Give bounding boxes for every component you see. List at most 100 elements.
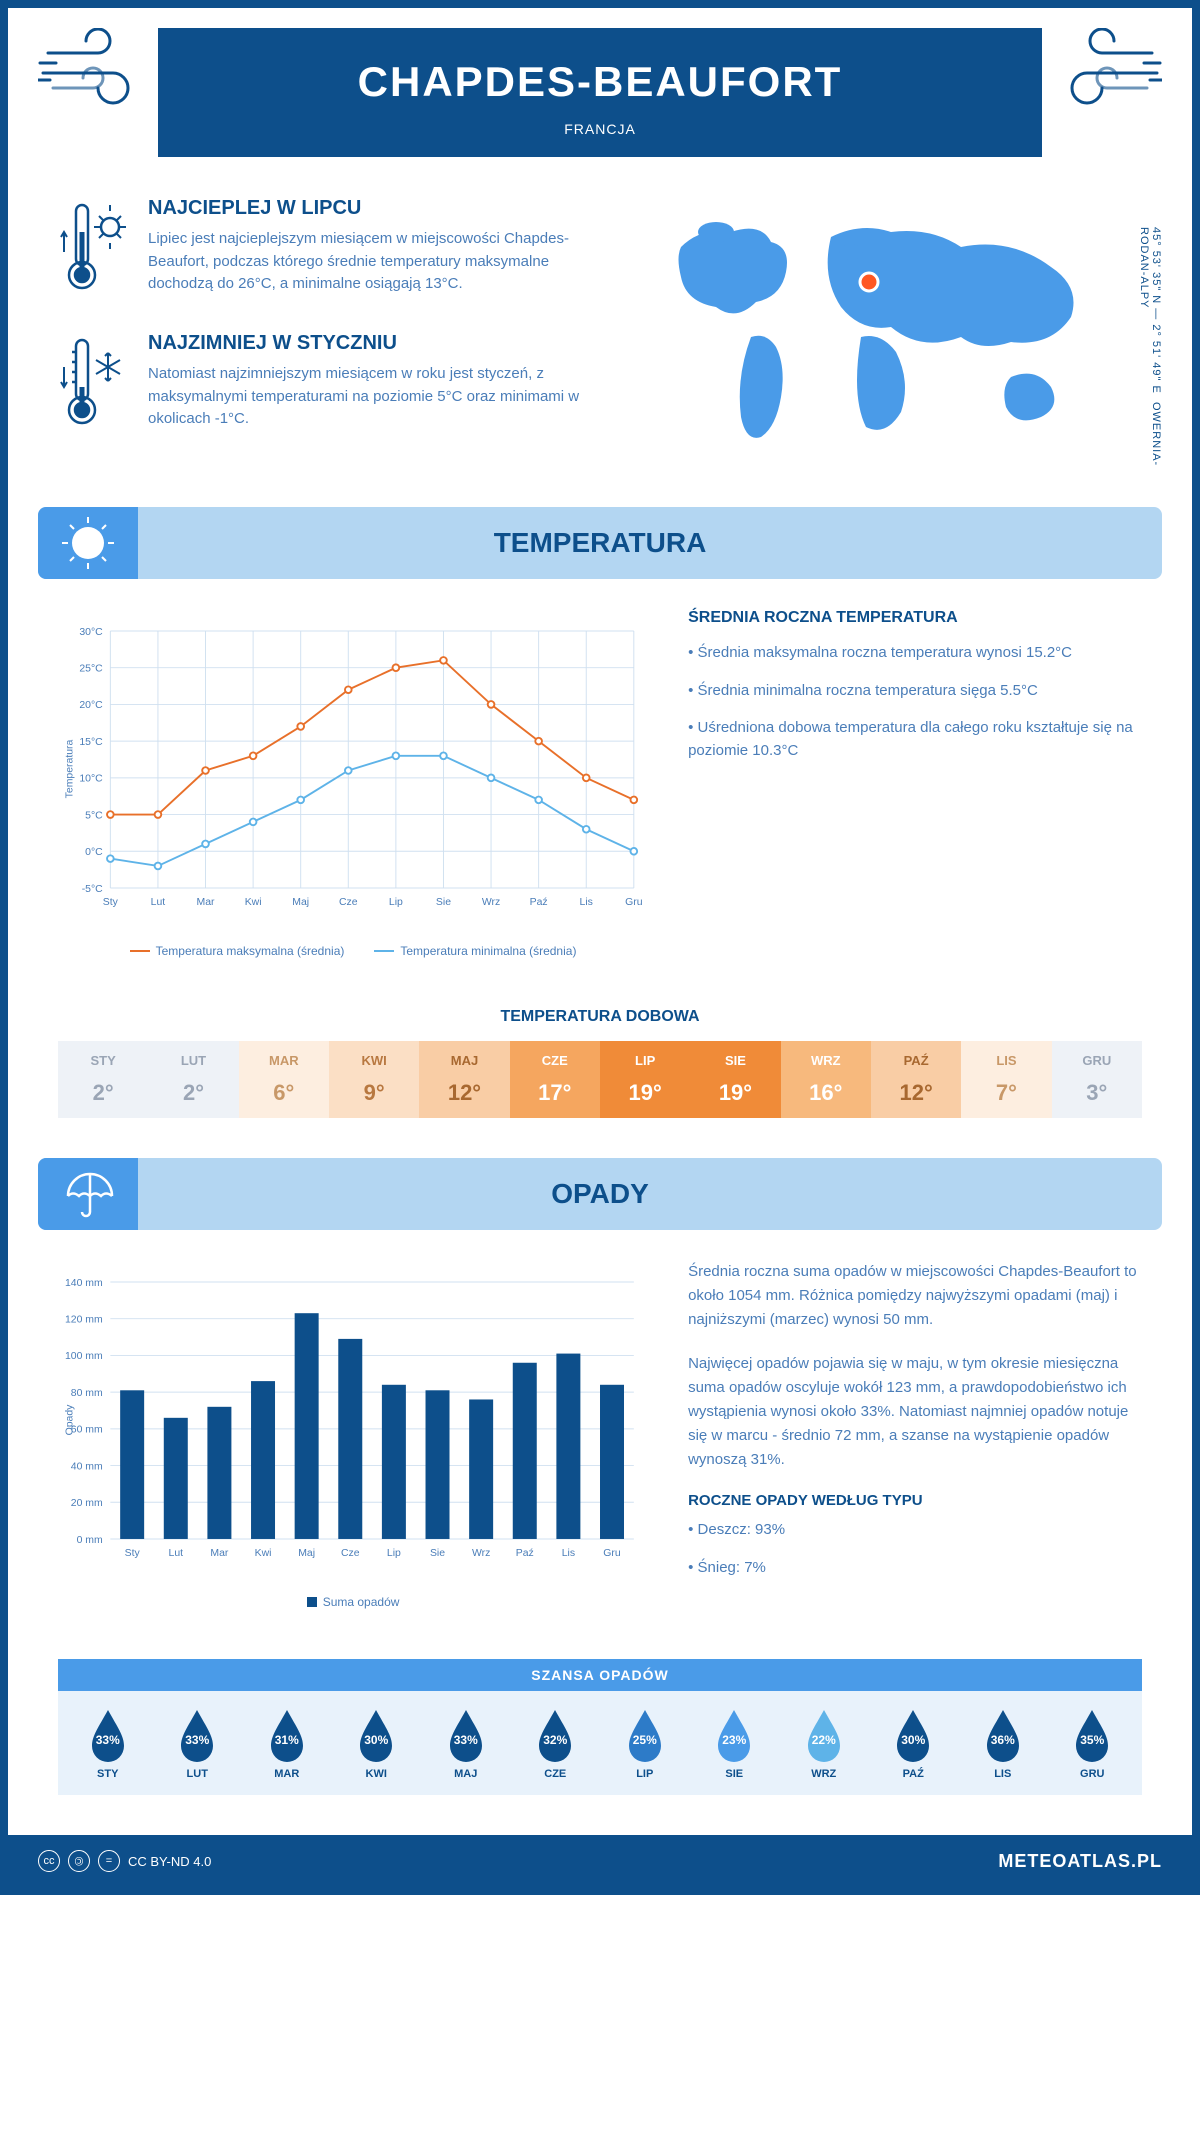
daily-cell: MAR6°: [239, 1041, 329, 1118]
daily-month: GRU: [1056, 1053, 1138, 1068]
daily-cell: MAJ12°: [419, 1041, 509, 1118]
hot-fact-title: NAJCIEPLEJ W LIPCU: [148, 197, 580, 220]
svg-text:Sie: Sie: [430, 1548, 445, 1559]
daily-cell: LUT2°: [148, 1041, 238, 1118]
raindrop-icon: 23%: [712, 1706, 756, 1762]
svg-text:Gru: Gru: [603, 1548, 621, 1559]
daily-cell: PAŹ12°: [871, 1041, 961, 1118]
svg-text:Lis: Lis: [562, 1548, 575, 1559]
temp-bullet: • Średnia minimalna roczna temperatura s…: [688, 680, 1142, 703]
raindrop-icon: 31%: [265, 1706, 309, 1762]
city-name: CHAPDES-BEAUFORT: [178, 58, 1022, 106]
daily-temp-value: 7°: [965, 1080, 1047, 1106]
daily-month: LIS: [965, 1053, 1047, 1068]
hot-fact-content: NAJCIEPLEJ W LIPCU Lipiec jest najcieple…: [148, 197, 580, 302]
chance-row: 33% STY33%LUT 31% MAR30%KWI 33% MAJ32%CZE25%L…: [58, 1691, 1142, 1795]
cold-fact: NAJZIMNIEJ W STYCZNIU Natomiast najzimni…: [58, 332, 580, 437]
daily-month: PAŹ: [875, 1053, 957, 1068]
sun-icon: [38, 507, 138, 579]
raindrop-icon: 33%: [175, 1706, 219, 1762]
daily-cell: GRU3°: [1052, 1041, 1142, 1118]
svg-text:Maj: Maj: [292, 897, 309, 908]
svg-text:Gru: Gru: [625, 897, 643, 908]
chance-cell: 23% SIE: [690, 1706, 780, 1780]
chance-month: STY: [63, 1768, 153, 1780]
temperature-legend: Temperatura maksymalna (średnia) Tempera…: [58, 944, 648, 958]
daily-temp-value: 19°: [694, 1080, 776, 1106]
country-name: FRANCJA: [178, 121, 1022, 137]
chance-month: MAJ: [421, 1768, 511, 1780]
chance-cell: 25%LIP: [600, 1706, 690, 1780]
cold-fact-text: Natomiast najzimniejszym miesiącem w rok…: [148, 363, 580, 431]
precipitation-header: OPADY: [38, 1158, 1162, 1230]
daily-temp-value: 6°: [243, 1080, 325, 1106]
daily-cell: SIE19°: [690, 1041, 780, 1118]
daily-month: WRZ: [785, 1053, 867, 1068]
svg-text:0 mm: 0 mm: [77, 1535, 103, 1546]
footer: cc 🄯 = CC BY-ND 4.0 METEOATLAS.PL: [8, 1835, 1192, 1887]
precip-text-1: Średnia roczna suma opadów w miejscowośc…: [688, 1260, 1142, 1332]
daily-cell: STY2°: [58, 1041, 148, 1118]
raindrop-icon: 33%: [444, 1706, 488, 1762]
chance-cell: 36% LIS: [958, 1706, 1048, 1780]
svg-text:Wrz: Wrz: [472, 1548, 490, 1559]
chance-cell: 33% MAJ: [421, 1706, 511, 1780]
chance-cell: 30%KWI: [332, 1706, 422, 1780]
chance-cell: 35% GRU: [1048, 1706, 1138, 1780]
daily-cell: LIP19°: [600, 1041, 690, 1118]
temperature-line-chart: -5°C0°C5°C10°C15°C20°C25°C30°CStyLutMarK…: [58, 609, 648, 929]
chance-month: MAR: [242, 1768, 332, 1780]
svg-text:80 mm: 80 mm: [71, 1388, 103, 1399]
thermometer-hot-icon: [58, 197, 128, 302]
by-icon: 🄯: [68, 1850, 90, 1872]
chance-percent: 30%: [901, 1733, 925, 1747]
daily-month: LIP: [604, 1053, 686, 1068]
svg-text:100 mm: 100 mm: [65, 1351, 103, 1362]
umbrella-icon: [38, 1158, 138, 1230]
chance-cell: 31% MAR: [242, 1706, 332, 1780]
daily-temp-value: 16°: [785, 1080, 867, 1106]
daily-temp-value: 9°: [333, 1080, 415, 1106]
svg-text:30°C: 30°C: [79, 627, 103, 638]
precip-type-title: ROCZNE OPADY WEDŁUG TYPU: [688, 1492, 1142, 1509]
temp-bullet: • Uśredniona dobowa temperatura dla całe…: [688, 717, 1142, 762]
daily-temp-value: 12°: [423, 1080, 505, 1106]
svg-text:Mar: Mar: [197, 897, 216, 908]
wind-swirl-icon: [1042, 28, 1162, 108]
page: CHAPDES-BEAUFORT FRANCJA NAJCIEPLEJ W LI…: [0, 0, 1200, 1895]
chance-month: SIE: [690, 1768, 780, 1780]
svg-text:Lut: Lut: [151, 897, 166, 908]
svg-text:60 mm: 60 mm: [71, 1425, 103, 1436]
chance-cell: 32%CZE: [511, 1706, 601, 1780]
svg-text:Kwi: Kwi: [255, 1548, 272, 1559]
svg-text:140 mm: 140 mm: [65, 1278, 103, 1289]
svg-text:Cze: Cze: [339, 897, 358, 908]
facts-column: NAJCIEPLEJ W LIPCU Lipiec jest najcieple…: [58, 197, 580, 467]
chance-month: LIP: [600, 1768, 690, 1780]
temperature-body: -5°C0°C5°C10°C15°C20°C25°C30°CStyLutMarK…: [8, 579, 1192, 988]
chance-month: GRU: [1048, 1768, 1138, 1780]
header: CHAPDES-BEAUFORT FRANCJA: [158, 28, 1042, 157]
intro-section: NAJCIEPLEJ W LIPCU Lipiec jest najcieple…: [8, 157, 1192, 507]
svg-text:20 mm: 20 mm: [71, 1498, 103, 1509]
svg-text:Sty: Sty: [125, 1548, 141, 1559]
world-map: [620, 197, 1142, 457]
chance-percent: 23%: [722, 1733, 746, 1747]
hot-fact: NAJCIEPLEJ W LIPCU Lipiec jest najcieple…: [58, 197, 580, 302]
chance-cell: 33%LUT: [153, 1706, 243, 1780]
svg-text:Opady: Opady: [64, 1404, 75, 1436]
cc-icon: cc: [38, 1850, 60, 1872]
daily-temp-title: TEMPERATURA DOBOWA: [8, 1008, 1192, 1026]
svg-text:10°C: 10°C: [79, 774, 103, 785]
raindrop-icon: 35%: [1070, 1706, 1114, 1762]
svg-text:-5°C: -5°C: [82, 884, 103, 895]
precip-chance-box: SZANSA OPADÓW 33%STY33%LUT31%MAR30%KWI33…: [58, 1659, 1142, 1795]
temperature-info: ŚREDNIA ROCZNA TEMPERATURA • Średnia mak…: [688, 609, 1142, 958]
location-marker: [860, 273, 878, 291]
raindrop-icon: 30%: [891, 1706, 935, 1762]
chance-percent: 36%: [991, 1733, 1015, 1747]
daily-temp-value: 2°: [62, 1080, 144, 1106]
svg-text:25°C: 25°C: [79, 664, 103, 675]
chance-month: LIS: [958, 1768, 1048, 1780]
legend-min: Temperatura minimalna (średnia): [374, 944, 576, 958]
